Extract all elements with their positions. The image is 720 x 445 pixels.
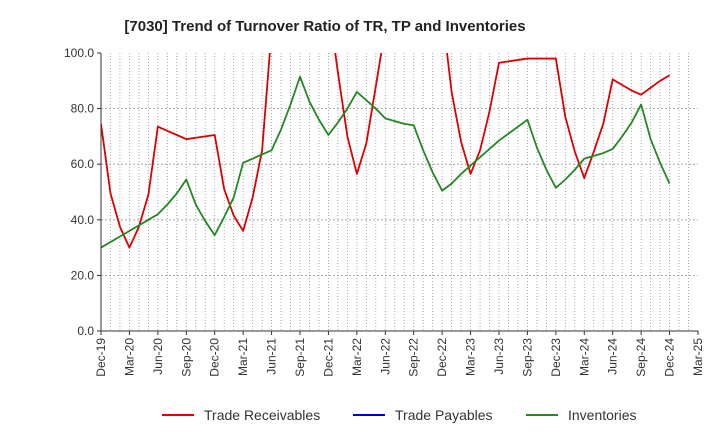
legend: Trade Receivables Trade Payables Inventori… [162,407,636,423]
x-tick-label: Mar-25 [691,338,705,376]
x-tick-label: Jun-21 [265,338,279,375]
x-tick-label: Dec-23 [549,338,563,377]
chart-title: [7030] Trend of Turnover Ratio of TR, TP… [124,18,525,35]
y-tick-label: 60.0 [71,157,95,171]
x-tick-label: Mar-23 [464,338,478,376]
x-tick-label: Jun-22 [378,338,392,375]
x-tick-label: Mar-21 [236,338,250,376]
legend-label: Trade Payables [395,407,493,423]
legend-label: Trade Receivables [204,407,320,423]
x-tick-label: Dec-19 [94,338,108,377]
series-lines [101,53,671,249]
plot-area [101,53,698,331]
x-tick-label: Dec-21 [321,338,335,377]
x-tick-label: Sep-23 [520,338,534,377]
x-tick-label: Dec-22 [435,338,449,377]
series-line-inventories [101,75,671,249]
x-tick-label: Mar-22 [350,338,364,376]
x-tick-label: Sep-24 [634,338,648,377]
x-tick-label: Sep-20 [179,338,193,377]
y-tick-label: 40.0 [71,213,95,227]
y-tick-label: 100.0 [64,46,94,60]
y-tick-label: 20.0 [71,268,95,282]
x-tick-label: Jun-23 [492,338,506,375]
x-tick-label: Sep-21 [293,338,307,377]
series-line-trade-receivables [101,53,671,249]
legend-label: Inventories [568,407,636,423]
y-tick-label: 80.0 [71,102,95,116]
grid-lines [101,53,698,331]
x-tick-label: Jun-20 [151,338,165,375]
y-tick-label: 0.0 [77,324,94,338]
x-tick-label: Sep-22 [407,338,421,377]
axes: 0.0 20.0 40.0 60.0 80.0 100.0 Dec-19 Mar-20 Jun-… [64,46,705,377]
x-tick-label: Jun-24 [606,338,620,375]
x-tick-label: Dec-24 [663,338,677,377]
x-tick-label: Mar-24 [577,338,591,376]
x-tick-label: Dec-20 [208,338,222,377]
x-tick-label: Mar-20 [122,338,136,376]
